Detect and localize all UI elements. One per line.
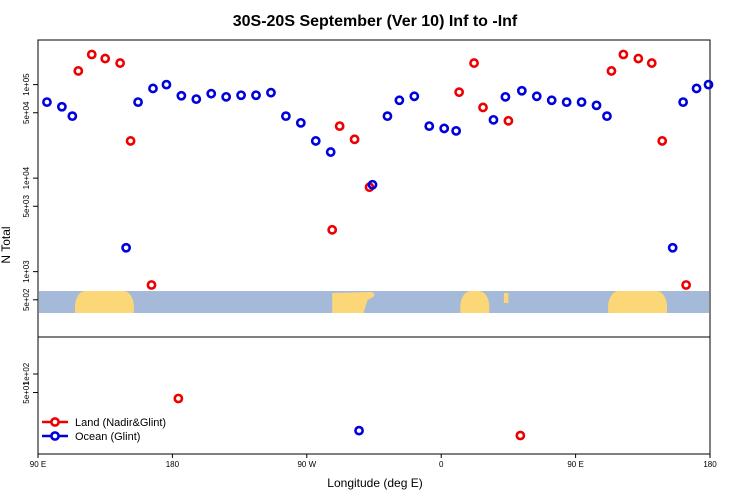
legend-swatch-marker — [50, 417, 60, 427]
y-tick-label: 5e+01 — [22, 381, 31, 404]
ocean-point — [667, 242, 678, 253]
ocean-point — [488, 114, 499, 125]
ocean-point — [354, 425, 364, 436]
ocean-point — [409, 91, 420, 102]
x-tick-label: 180 — [703, 460, 717, 469]
land-point — [657, 136, 668, 146]
land-point — [173, 393, 184, 404]
legend-swatch-marker — [50, 431, 60, 441]
ocean-point — [394, 95, 405, 106]
ocean-point — [295, 117, 306, 128]
ocean-point — [148, 83, 158, 94]
ocean-point — [251, 90, 261, 101]
land-point — [454, 87, 465, 98]
x-axis-title: Longitude (deg E) — [327, 476, 422, 490]
ocean-point — [516, 85, 527, 96]
y-axis-title: N Total — [0, 226, 13, 263]
legend-label: Ocean (Glint) — [75, 431, 140, 443]
y-tick-label: 1e+05 — [22, 73, 31, 96]
ocean-point — [691, 83, 702, 94]
x-tick-label: 90 E — [567, 460, 583, 469]
land-point — [469, 58, 479, 68]
legend-label: Land (Nadir&Glint) — [75, 417, 166, 429]
y-tick-label: 1e+02 — [22, 362, 31, 385]
ocean-point — [42, 97, 52, 108]
land-point — [125, 136, 136, 146]
map-land-blob — [74, 291, 134, 313]
ocean-point — [531, 91, 542, 102]
ocean-point — [176, 90, 187, 101]
land-point — [503, 115, 514, 126]
land-point — [100, 53, 111, 64]
ocean-point — [678, 97, 689, 108]
land-point — [478, 102, 488, 113]
ocean-point — [367, 179, 378, 190]
ocean-point — [382, 111, 393, 122]
x-tick-label: 180 — [166, 460, 180, 469]
lower-panel-frame — [37, 336, 711, 455]
ocean-point — [67, 111, 78, 122]
map-land-blob — [460, 291, 490, 313]
ocean-point — [56, 101, 67, 112]
ocean-point — [703, 79, 714, 90]
land-point — [86, 49, 97, 60]
lower-points — [173, 393, 526, 441]
ocean-point — [236, 90, 246, 101]
y-tick-label: 5e+02 — [22, 288, 31, 311]
ocean-point — [161, 79, 172, 90]
y-tick-label: 1e+03 — [22, 260, 31, 283]
ocean-point — [546, 95, 557, 106]
map-ocean-band — [39, 291, 709, 313]
x-tick-label: 90 E — [30, 460, 46, 469]
ocean-point — [424, 121, 435, 132]
ocean-point — [121, 242, 132, 253]
map-strip — [39, 291, 709, 313]
ocean-point — [451, 125, 462, 136]
ocean-point — [310, 136, 321, 146]
land-point — [115, 58, 126, 68]
ocean-point — [133, 97, 143, 108]
upper-points — [42, 49, 714, 290]
land-point — [73, 66, 84, 76]
legend: Land (Nadir&Glint) Ocean (Glint) — [42, 417, 166, 443]
chart-title: 30S-20S September (Ver 10) Inf to -Inf — [233, 13, 518, 30]
ocean-point — [602, 111, 612, 122]
x-tick-label: 0 — [439, 460, 444, 469]
ocean-point — [206, 88, 217, 99]
ocean-point — [280, 111, 291, 122]
ocean-point — [325, 147, 336, 157]
ocean-point — [591, 100, 602, 111]
land-point — [633, 53, 644, 64]
ocean-point — [266, 87, 276, 98]
y-tick-label: 1e+04 — [22, 166, 31, 189]
map-land-blob — [332, 292, 375, 313]
map-land-blob — [503, 293, 509, 303]
land-point — [334, 121, 345, 132]
ocean-point — [500, 91, 511, 102]
ocean-point — [576, 97, 587, 108]
x-tick-label: 90 W — [297, 460, 316, 469]
land-point — [327, 224, 338, 235]
x-axis: 90 E 180 90 W 0 90 E 180 — [30, 454, 717, 469]
y-tick-label: 5e+04 — [22, 101, 31, 124]
ocean-point — [191, 94, 202, 105]
land-point — [681, 280, 692, 290]
ocean-point — [561, 97, 572, 108]
land-point — [606, 66, 617, 76]
land-point — [646, 58, 657, 68]
land-point — [618, 49, 629, 60]
ocean-point — [439, 123, 450, 134]
land-point — [349, 134, 360, 145]
land-point — [146, 280, 157, 290]
land-point — [515, 430, 526, 441]
upper-panel: 5e+02 1e+03 5e+03 1e+04 5e+04 1e+05 — [22, 39, 714, 338]
upper-y-axis: 5e+02 1e+03 5e+03 1e+04 5e+04 1e+05 — [22, 73, 38, 311]
y-tick-label: 5e+03 — [22, 194, 31, 217]
map-land-blob — [608, 291, 668, 313]
ocean-point — [221, 91, 232, 102]
